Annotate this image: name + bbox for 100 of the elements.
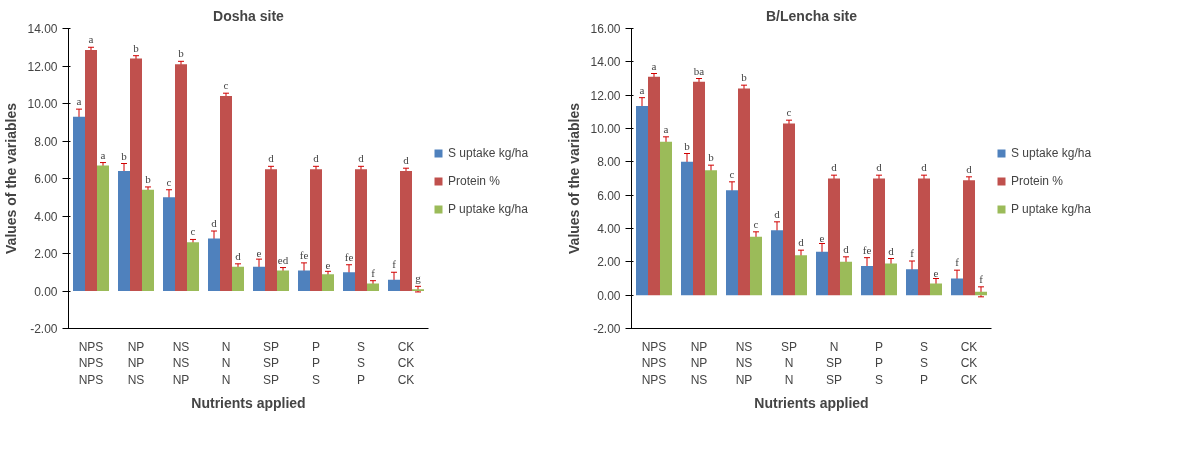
bar: [885, 263, 897, 296]
x-tick-label: S S P: [920, 339, 929, 388]
bar: [343, 272, 355, 291]
x-tick-label: N N N: [221, 339, 231, 388]
data-label: ba: [693, 64, 705, 77]
data-label: b: [708, 151, 715, 164]
bar: [73, 116, 85, 291]
y-tick-label: 14.00: [27, 22, 58, 36]
chart-title: Dosha site: [213, 7, 285, 24]
data-label: a: [651, 59, 657, 72]
x-tick-label: NP NP NS: [690, 339, 708, 388]
bar: [648, 76, 660, 296]
x-tick-label: NS NS NP: [172, 339, 190, 388]
data-label: d: [313, 152, 320, 165]
bar: [783, 123, 795, 296]
bar: [816, 251, 828, 296]
x-tick-label: NPS NPS NPS: [641, 339, 667, 388]
data-label: f: [392, 258, 397, 271]
bar: [828, 178, 840, 296]
data-label: b: [133, 41, 140, 54]
data-label: d: [843, 242, 850, 255]
x-tick-label: CK CK CK: [960, 339, 978, 388]
x-tick-label: SP N N: [781, 339, 798, 388]
x-tick-label: P P S: [875, 339, 884, 388]
legend-label: S uptake kg/ha: [448, 146, 529, 160]
bar: [142, 189, 154, 291]
bar: [738, 88, 750, 296]
y-tick-label: 6.00: [597, 188, 621, 203]
data-label: e: [325, 259, 331, 272]
x-tick-label: P P S: [312, 339, 321, 388]
y-tick-label: 10.00: [590, 122, 621, 136]
bar: [85, 50, 97, 291]
data-label: c: [190, 225, 196, 238]
bar: [367, 283, 379, 291]
bar: [906, 269, 918, 296]
y-tick-label: 6.00: [34, 172, 58, 186]
data-label: b: [178, 47, 185, 60]
bar: [705, 170, 717, 296]
data-label: e: [819, 231, 825, 244]
data-label: d: [268, 152, 275, 165]
x-tick-label: NPS NPS NPS: [78, 339, 104, 388]
data-label: a: [663, 122, 669, 135]
x-tick-label: S S P: [357, 339, 366, 388]
bar: [220, 96, 232, 291]
data-label: d: [888, 244, 895, 257]
x-axis-title: Nutrients applied: [754, 395, 869, 412]
bar: [951, 278, 963, 296]
data-label: a: [88, 33, 94, 46]
legend-label: S uptake kg/ha: [1011, 146, 1092, 160]
bar: [232, 266, 244, 291]
data-label: c: [166, 175, 172, 188]
data-label: b: [684, 139, 691, 152]
bar: [118, 171, 130, 291]
bar: [918, 178, 930, 296]
y-tick-label: -2.00: [30, 322, 58, 336]
data-label: c: [753, 217, 759, 230]
bar: [265, 169, 277, 291]
data-label: d: [403, 154, 410, 167]
y-tick-label: 4.00: [34, 209, 58, 224]
data-label: e: [256, 247, 262, 260]
legend-label: Protein %: [1011, 174, 1064, 188]
bar: [861, 266, 873, 296]
bar: [175, 64, 187, 291]
y-tick-label: 8.00: [597, 155, 621, 170]
y-tick-label: 12.00: [590, 88, 621, 103]
x-tick-label: NS NS NP: [735, 339, 753, 388]
x-tick-label: SP SP SP: [263, 339, 280, 388]
data-label: e: [933, 266, 939, 279]
y-tick-label: 0.00: [34, 284, 58, 299]
bar: [298, 270, 310, 291]
data-label: a: [639, 83, 645, 96]
chart-title: B/Lencha site: [765, 7, 858, 24]
data-label: fe: [862, 243, 872, 256]
data-label: d: [358, 152, 365, 165]
data-label: fe: [344, 250, 354, 263]
y-tick-label: 16.00: [590, 22, 621, 36]
data-label: g: [415, 272, 422, 285]
bar: [636, 106, 648, 296]
x-tick-label: NP NP NS: [127, 339, 145, 388]
data-label: f: [910, 247, 915, 259]
bar: [277, 270, 289, 291]
bar: [840, 261, 852, 296]
data-label: ed: [277, 253, 289, 266]
data-label: d: [831, 161, 838, 174]
data-label: d: [966, 162, 973, 175]
data-label: d: [211, 217, 218, 229]
bar: [660, 141, 672, 296]
bar: [130, 58, 142, 291]
bar: [930, 283, 942, 296]
data-label: d: [921, 161, 928, 174]
data-label: c: [786, 106, 792, 119]
bar: [388, 279, 400, 291]
y-tick-label: -2.00: [593, 322, 621, 336]
y-tick-label: 2.00: [34, 247, 58, 261]
y-tick-label: 0.00: [597, 288, 621, 303]
bar: [310, 169, 322, 291]
bar: [693, 81, 705, 296]
data-label: c: [729, 167, 735, 180]
data-label: b: [121, 149, 128, 162]
data-label: d: [235, 249, 242, 262]
